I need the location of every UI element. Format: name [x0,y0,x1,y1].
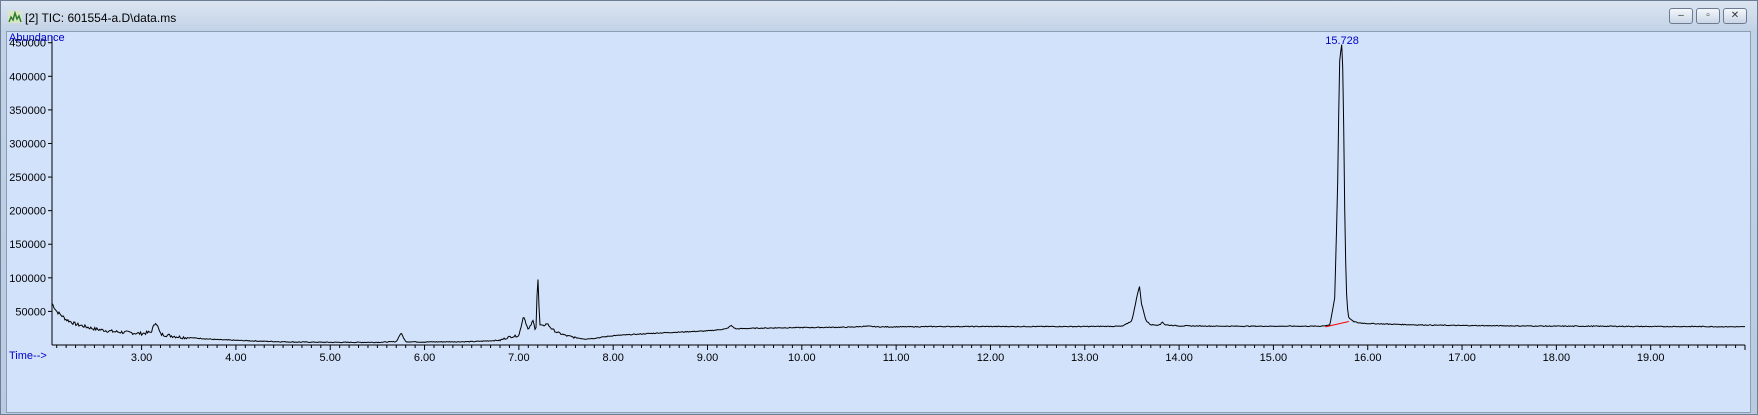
restore-button[interactable]: ▫ [1696,8,1720,24]
tic-trace [51,44,1745,344]
x-tick-label: 9.00 [697,352,718,364]
peak-label: 15.728 [1325,35,1359,47]
minimize-button[interactable]: – [1669,8,1693,24]
x-tick-label: 17.00 [1448,352,1476,364]
y-tick-label: 150000 [9,239,46,251]
x-tick-label: 4.00 [225,352,246,364]
x-tick-label: 14.00 [1165,352,1193,364]
x-tick-label: 13.00 [1071,352,1099,364]
close-icon: ✕ [1730,10,1740,21]
y-tick-label: 450000 [9,38,46,50]
x-tick-label: 3.00 [131,352,152,364]
y-tick-label: 200000 [9,206,46,218]
title-bar[interactable]: [2] TIC: 601554-a.D\data.ms – ▫ ✕ [1,1,1757,31]
restore-icon: ▫ [1706,10,1710,21]
x-tick-label: 15.00 [1260,352,1288,364]
y-tick-label: 400000 [9,71,46,83]
x-tick-label: 18.00 [1543,352,1571,364]
chromatogram-icon [8,11,22,23]
window-title: [2] TIC: 601554-a.D\data.ms [25,11,177,25]
x-tick-label: 5.00 [320,352,341,364]
y-tick-label: 50000 [15,306,46,318]
close-button[interactable]: ✕ [1723,8,1747,24]
x-axis-label: Time--> [9,350,47,362]
y-tick-label: 100000 [9,273,46,285]
x-tick-label: 8.00 [602,352,623,364]
plot-area[interactable]: 50000 100000 150000 200000 250000 300000 35000… [6,31,1751,413]
x-tick-label: 11.00 [883,352,910,364]
y-tick-label: 300000 [9,138,46,150]
x-tick-label: 6.00 [414,352,435,364]
minimize-icon: – [1678,10,1684,21]
y-tick-label: 250000 [9,172,46,184]
x-tick-label: 7.00 [508,352,529,364]
x-tick-label: 16.00 [1354,352,1382,364]
chromatogram-chart: 50000 100000 150000 200000 250000 300000 35000… [9,32,1746,364]
x-tick-label: 19.00 [1637,352,1665,364]
integration-baseline [1325,321,1349,328]
x-tick-label: 12.00 [977,352,1005,364]
x-tick-label: 10.00 [788,352,816,364]
y-tick-label: 350000 [9,105,46,117]
y-axis-label: Abundance [9,32,65,44]
